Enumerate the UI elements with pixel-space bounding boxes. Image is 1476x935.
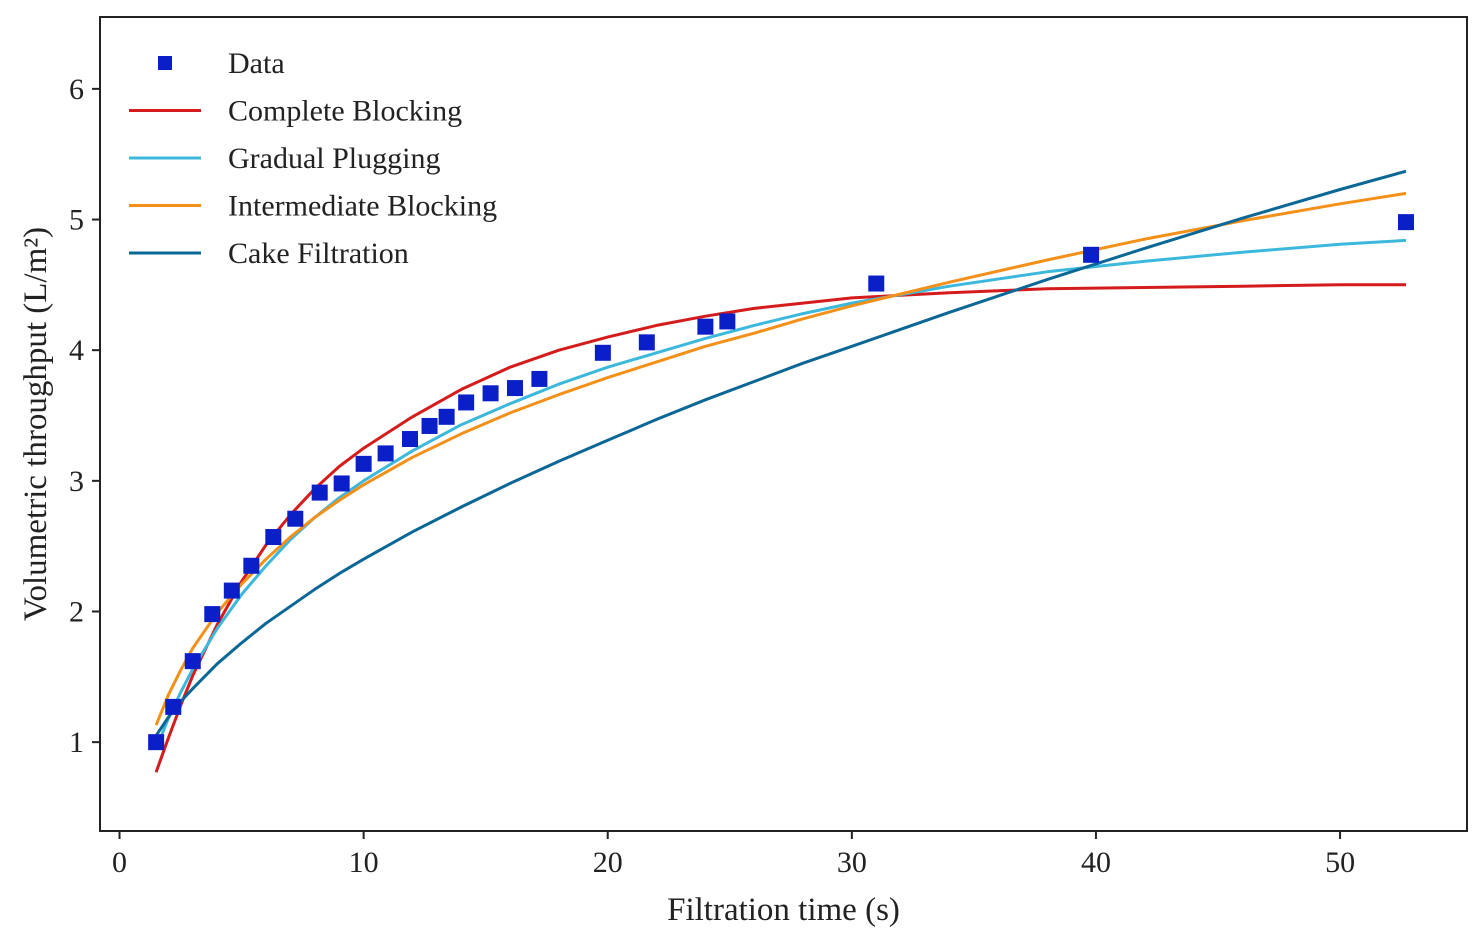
data-point <box>377 445 394 462</box>
legend-marker-data <box>158 56 172 70</box>
data-point <box>265 529 282 546</box>
plot-area <box>148 169 1414 773</box>
series-line-gradual-plugging <box>154 238 1407 750</box>
data-point <box>402 431 419 448</box>
data-point <box>223 582 240 599</box>
data-point <box>697 318 714 335</box>
data-point <box>482 385 499 402</box>
legend-label-data: Data <box>228 47 285 80</box>
data-point <box>531 370 548 387</box>
y-tick-label: 5 <box>69 204 84 237</box>
data-point <box>287 510 304 527</box>
data-point <box>1397 214 1414 231</box>
y-tick-label: 1 <box>69 726 84 759</box>
x-tick-label: 50 <box>1325 846 1355 879</box>
plot-frame <box>99 16 1468 832</box>
data-point <box>148 734 165 751</box>
y-axis-label: Volumetric throughput (L/m²) <box>18 227 54 621</box>
data-point <box>458 394 475 411</box>
data-point <box>638 334 655 351</box>
legend-label-intermediate-blocking: Intermediate Blocking <box>228 190 497 223</box>
x-tick-label: 0 <box>112 846 127 879</box>
x-tick-label: 30 <box>837 846 867 879</box>
data-point <box>355 455 372 472</box>
x-axis-label: Filtration time (s) <box>667 892 900 928</box>
series-line-cake-filtration <box>154 169 1407 737</box>
data-point <box>438 408 455 425</box>
data-point <box>719 313 736 330</box>
data-point <box>421 417 438 434</box>
series-line-intermediate-blocking <box>154 191 1407 726</box>
data-point <box>184 653 201 670</box>
data-point <box>333 475 350 492</box>
data-point <box>243 557 260 574</box>
data-point <box>311 484 328 501</box>
axes: 0 10 20 30 40 50 1 2 3 4 5 6 <box>69 73 1355 879</box>
y-tick-label: 6 <box>69 73 84 106</box>
legend-label-cake-filtration: Cake Filtration <box>228 237 409 270</box>
legend-label-gradual-plugging: Gradual Plugging <box>228 142 440 175</box>
y-tick-label: 3 <box>69 465 84 498</box>
data-point <box>1083 246 1100 263</box>
y-tick-label: 4 <box>69 334 84 367</box>
data-point <box>868 275 885 292</box>
data-point <box>506 380 523 397</box>
data-point <box>594 344 611 361</box>
x-tick-label: 10 <box>349 846 379 879</box>
x-tick-label: 20 <box>593 846 623 879</box>
y-tick-label: 2 <box>69 595 84 628</box>
legend-label-complete-blocking: Complete Blocking <box>228 95 462 128</box>
data-point <box>165 698 182 715</box>
x-tick-label: 40 <box>1081 846 1111 879</box>
legend: Data Complete Blocking Gradual Plugging Int… <box>129 47 497 270</box>
data-point <box>204 606 221 623</box>
